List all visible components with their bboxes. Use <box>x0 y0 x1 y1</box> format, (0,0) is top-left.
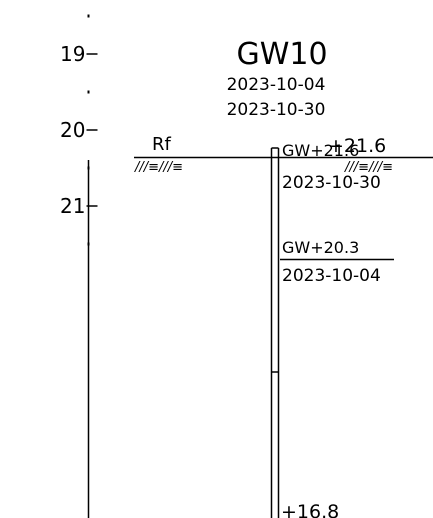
gw-label-2: GW+20.3 <box>282 238 359 257</box>
axis-ticks: 2120191817 <box>60 14 98 246</box>
axis-tick-label: 20 <box>60 118 85 142</box>
bottom-elevation: +16.8 <box>281 501 339 518</box>
groundwater-level-1: GW+21.6 2023-10-30 <box>282 141 381 193</box>
gw-date-2: 2023-10-04 <box>282 266 381 286</box>
gw-date-1: 2023-10-30 <box>282 173 381 193</box>
elevation-axis: 2120191817 <box>60 14 98 518</box>
ground-elevation: +21.6 <box>328 135 386 157</box>
well-name: GW10 <box>236 37 327 72</box>
well-casing <box>270 147 280 518</box>
ground-hatch-left: ///≡///≡ <box>134 160 183 175</box>
ground-hatch-right: ///≡///≡ <box>344 160 393 175</box>
groundwater-level-2: GW+20.3 2023-10-04 <box>280 238 394 286</box>
gw-label-1: GW+21.6 <box>282 141 359 160</box>
ground-label: Rf <box>152 134 172 155</box>
axis-tick-label: 21 <box>60 194 85 218</box>
well-date-end: 2023-10-30 <box>227 100 326 120</box>
well-date-start: 2023-10-04 <box>227 75 326 95</box>
axis-tick-label: 19 <box>60 42 85 66</box>
